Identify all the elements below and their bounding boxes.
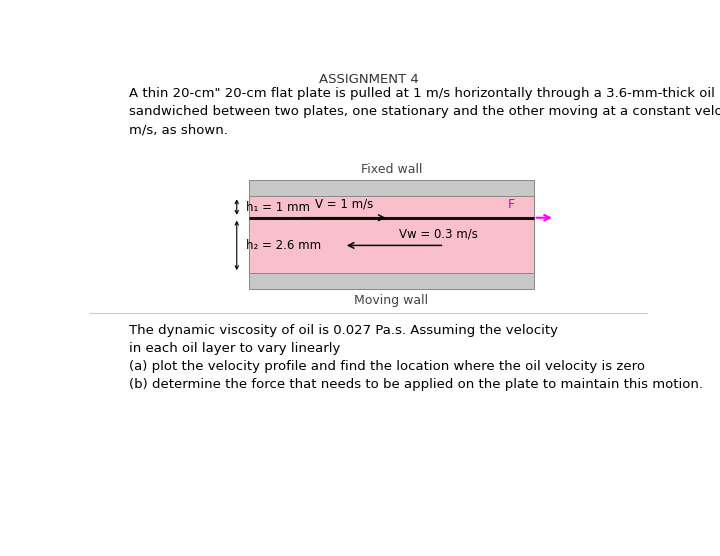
Text: h₂ = 2.6 mm: h₂ = 2.6 mm bbox=[246, 239, 321, 252]
Text: The dynamic viscosity of oil is 0.027 Pa.s. Assuming the velocity: The dynamic viscosity of oil is 0.027 Pa… bbox=[129, 324, 558, 336]
Bar bbox=[249, 180, 534, 196]
Text: h₁ = 1 mm: h₁ = 1 mm bbox=[246, 201, 310, 214]
Text: (a) plot the velocity profile and find the location where the oil velocity is ze: (a) plot the velocity profile and find t… bbox=[129, 360, 645, 373]
Text: in each oil layer to vary linearly: in each oil layer to vary linearly bbox=[129, 341, 341, 355]
Text: m/s, as shown.: m/s, as shown. bbox=[129, 123, 228, 136]
Text: (b) determine the force that needs to be applied on the plate to maintain this m: (b) determine the force that needs to be… bbox=[129, 379, 703, 391]
Text: Vᴡ = 0.3 m/s: Vᴡ = 0.3 m/s bbox=[400, 227, 478, 240]
Bar bbox=[249, 273, 534, 289]
Text: ASSIGNMENT 4: ASSIGNMENT 4 bbox=[319, 73, 419, 86]
Text: Fixed wall: Fixed wall bbox=[361, 163, 422, 176]
Text: A thin 20-cm" 20-cm flat plate is pulled at 1 m/s horizontally through a 3.6-mm-: A thin 20-cm" 20-cm flat plate is pulled… bbox=[129, 87, 720, 100]
Bar bbox=[249, 196, 534, 273]
Text: F: F bbox=[508, 198, 515, 211]
Text: sandwiched between two plates, one stationary and the other moving at a constant: sandwiched between two plates, one stati… bbox=[129, 105, 720, 118]
Text: V = 1 m/s: V = 1 m/s bbox=[315, 198, 373, 211]
Text: Moving wall: Moving wall bbox=[354, 294, 428, 306]
